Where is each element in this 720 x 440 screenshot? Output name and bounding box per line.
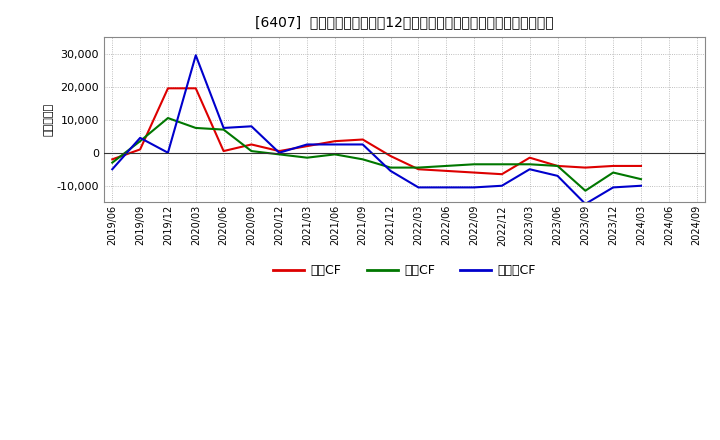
営業CF xyxy=(498,172,506,177)
投資CF xyxy=(275,152,284,157)
投資CF xyxy=(192,125,200,131)
営業CF xyxy=(609,163,618,169)
Title: [6407]  キャッシュフローの12か月移動合計の対前年同期増減額の推移: [6407] キャッシュフローの12か月移動合計の対前年同期増減額の推移 xyxy=(255,15,554,29)
投資CF xyxy=(386,165,395,170)
フリーCF xyxy=(163,150,172,155)
営業CF xyxy=(359,137,367,142)
Line: 投資CF: 投資CF xyxy=(112,118,641,191)
営業CF xyxy=(108,157,117,162)
営業CF xyxy=(220,148,228,154)
投資CF xyxy=(442,163,451,169)
フリーCF xyxy=(108,167,117,172)
フリーCF xyxy=(192,53,200,58)
フリーCF xyxy=(220,125,228,131)
営業CF xyxy=(247,142,256,147)
営業CF xyxy=(526,155,534,160)
フリーCF xyxy=(442,185,451,190)
フリーCF xyxy=(275,150,284,155)
フリーCF xyxy=(469,185,478,190)
投資CF xyxy=(247,148,256,154)
投資CF xyxy=(108,160,117,165)
投資CF xyxy=(163,115,172,121)
投資CF xyxy=(526,161,534,167)
フリーCF xyxy=(330,142,339,147)
フリーCF xyxy=(302,142,311,147)
フリーCF xyxy=(136,135,145,140)
営業CF xyxy=(553,163,562,169)
フリーCF xyxy=(247,124,256,129)
フリーCF xyxy=(553,173,562,179)
フリーCF xyxy=(498,183,506,188)
フリーCF xyxy=(581,201,590,206)
投資CF xyxy=(414,165,423,170)
投資CF xyxy=(498,161,506,167)
営業CF xyxy=(192,86,200,91)
営業CF xyxy=(636,163,645,169)
営業CF xyxy=(136,147,145,152)
営業CF xyxy=(469,170,478,175)
フリーCF xyxy=(359,142,367,147)
投資CF xyxy=(553,163,562,169)
投資CF xyxy=(330,152,339,157)
投資CF xyxy=(359,157,367,162)
Line: フリーCF: フリーCF xyxy=(112,55,641,204)
Y-axis label: （百万円）: （百万円） xyxy=(44,103,54,136)
投資CF xyxy=(220,127,228,132)
投資CF xyxy=(469,161,478,167)
フリーCF xyxy=(609,185,618,190)
フリーCF xyxy=(526,167,534,172)
フリーCF xyxy=(636,183,645,188)
投資CF xyxy=(136,139,145,144)
営業CF xyxy=(302,143,311,149)
投資CF xyxy=(636,176,645,182)
Line: 営業CF: 営業CF xyxy=(112,88,641,174)
フリーCF xyxy=(414,185,423,190)
営業CF xyxy=(581,165,590,170)
営業CF xyxy=(330,139,339,144)
営業CF xyxy=(386,154,395,159)
営業CF xyxy=(414,167,423,172)
営業CF xyxy=(275,148,284,154)
Legend: 営業CF, 投資CF, フリーCF: 営業CF, 投資CF, フリーCF xyxy=(268,259,541,282)
フリーCF xyxy=(386,168,395,173)
営業CF xyxy=(163,86,172,91)
投資CF xyxy=(609,170,618,175)
投資CF xyxy=(302,155,311,160)
投資CF xyxy=(581,188,590,193)
営業CF xyxy=(442,168,451,173)
